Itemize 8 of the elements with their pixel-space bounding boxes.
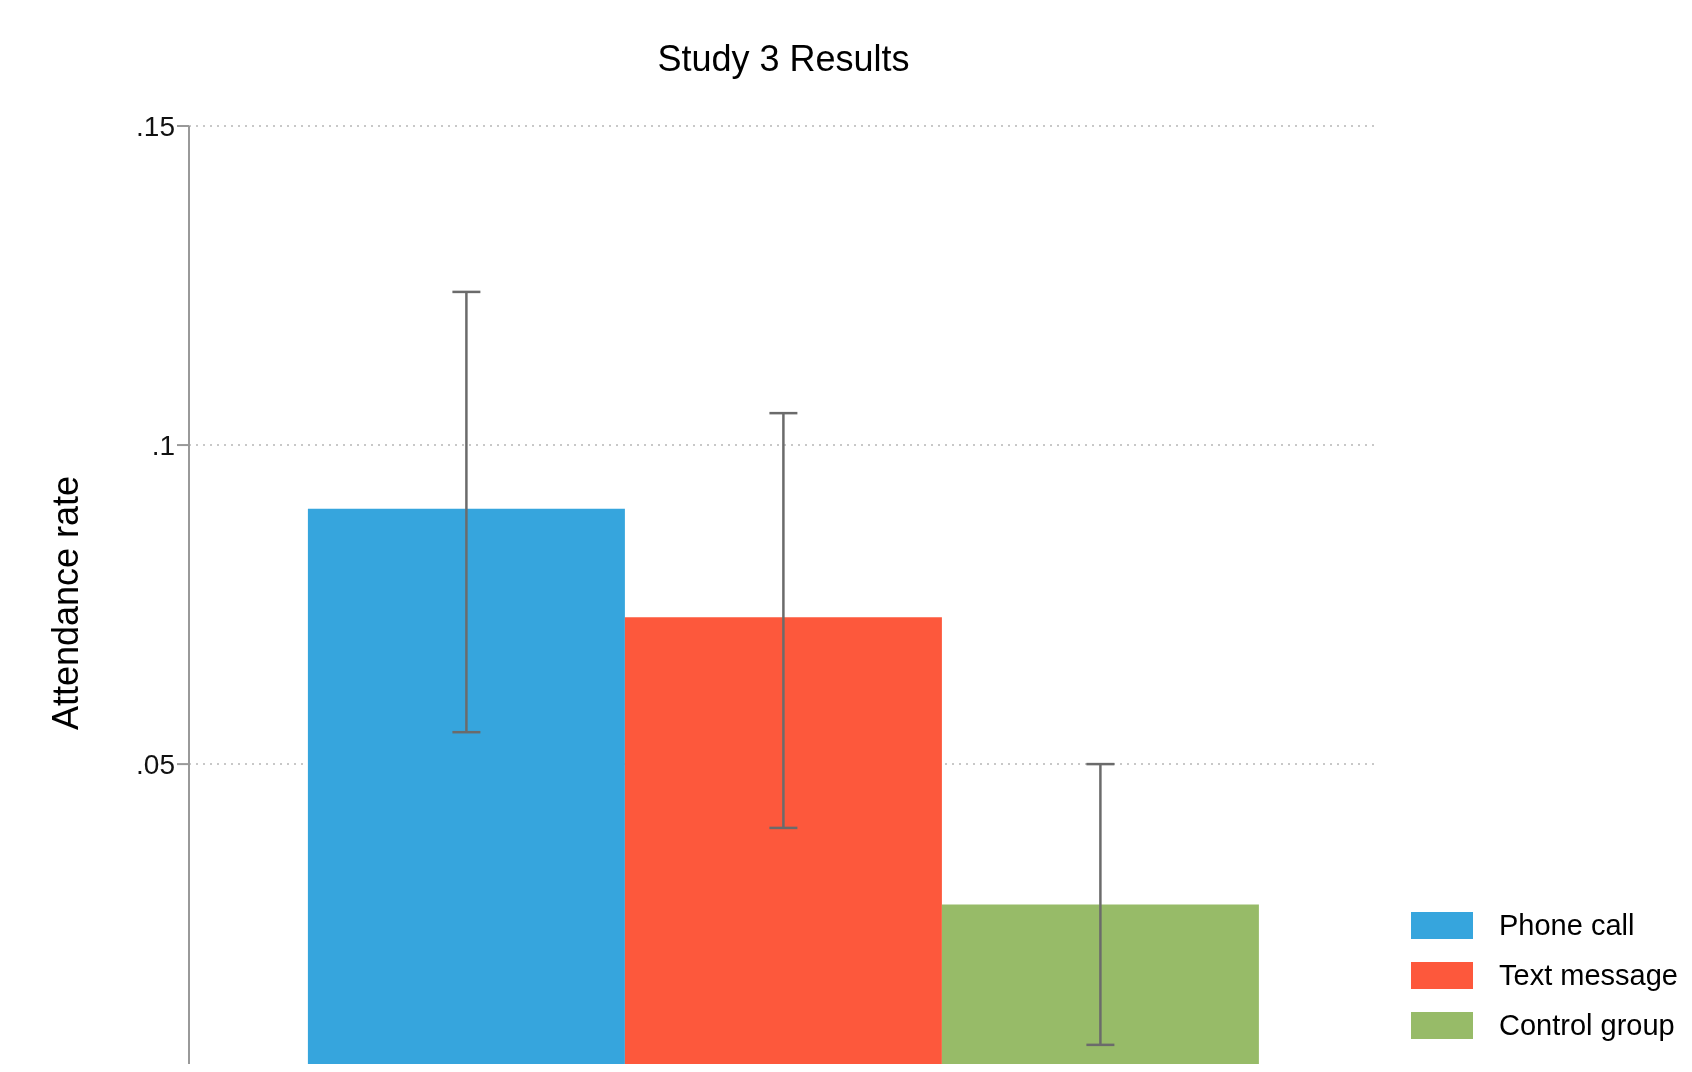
y-tick-label: .05: [136, 749, 175, 781]
chart-title: Study 3 Results: [656, 38, 911, 80]
y-tick-label: .1: [151, 429, 175, 461]
legend-label: Phone call: [1499, 908, 1635, 942]
y-axis-title: Attendance rate: [45, 475, 87, 731]
legend-label: Control group: [1499, 1008, 1675, 1042]
legend-label: Text message: [1499, 958, 1678, 992]
y-tick-label: .15: [136, 110, 175, 142]
